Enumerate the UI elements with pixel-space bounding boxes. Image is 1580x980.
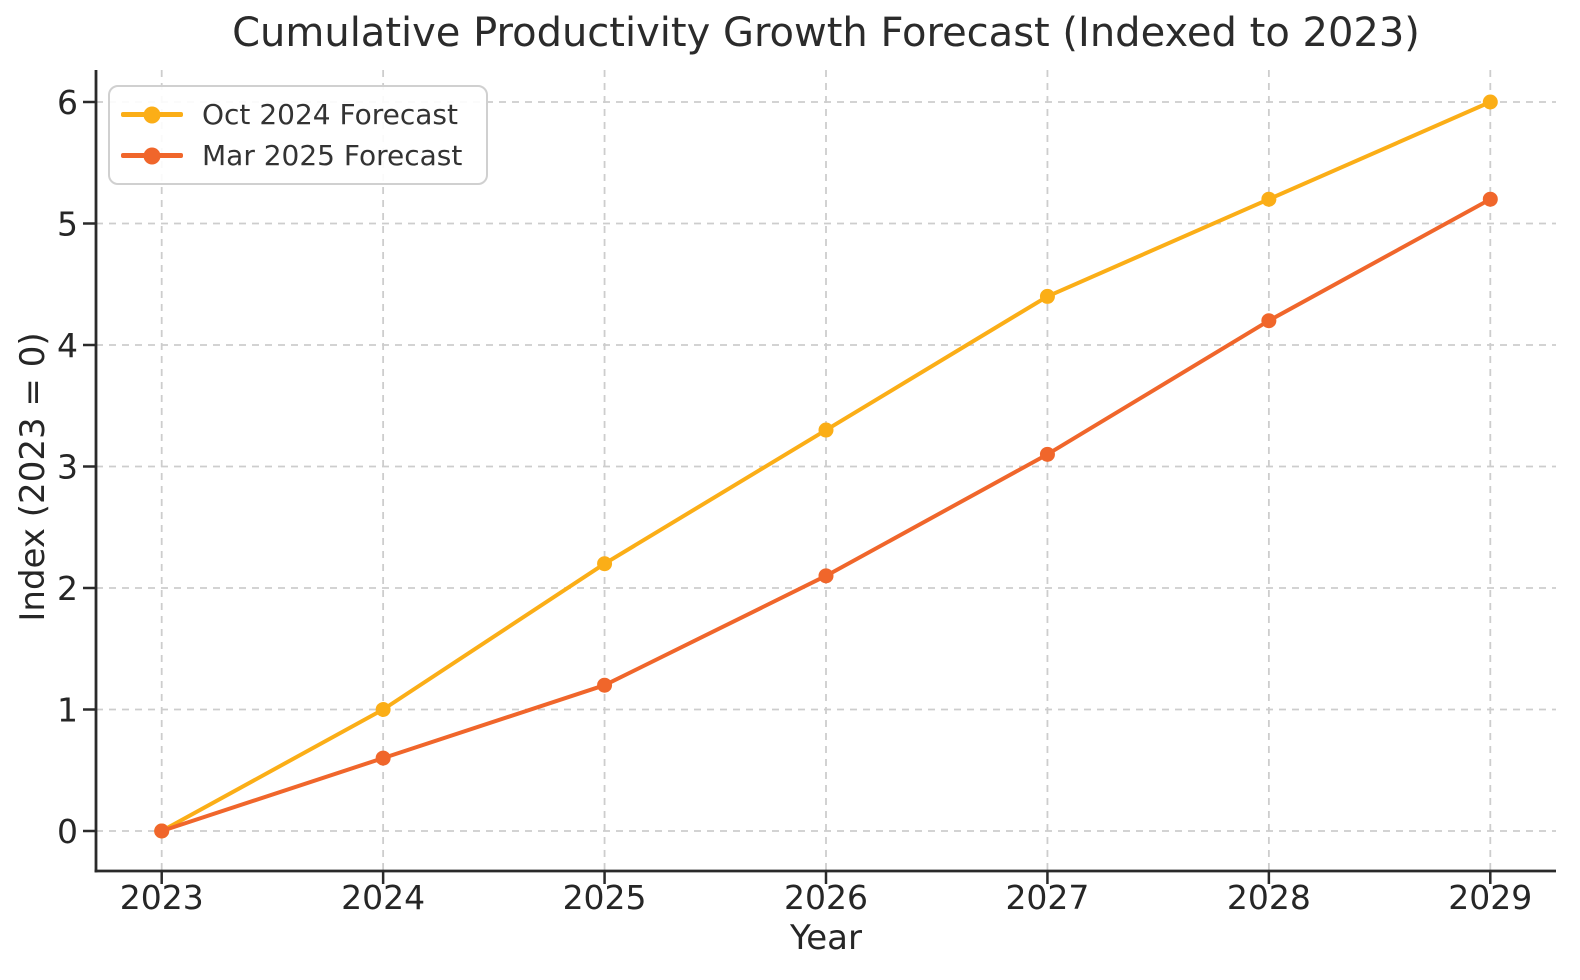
y-tick-label: 6 <box>57 83 78 122</box>
data-point <box>375 702 391 717</box>
x-tick-label: 2028 <box>1227 878 1311 917</box>
data-point <box>154 823 170 839</box>
x-axis-label: Year <box>790 918 862 958</box>
x-tick-label: 2026 <box>784 878 868 917</box>
y-tick-label: 5 <box>57 205 78 244</box>
x-tick-label: 2027 <box>1005 878 1089 917</box>
legend-marker-icon <box>143 147 161 164</box>
legend: Oct 2024 Forecast Mar 2025 Forecast <box>108 85 489 185</box>
data-point <box>818 568 834 584</box>
y-axis-label: Index (2023 = 0) <box>13 332 53 622</box>
chart-title: Cumulative Productivity Growth Forecast … <box>232 10 1420 56</box>
legend-label: Mar 2025 Forecast <box>202 139 463 172</box>
y-tick-label: 3 <box>57 448 78 487</box>
data-point <box>818 422 834 438</box>
data-point <box>1261 191 1277 207</box>
legend-item-oct-2024: Oct 2024 Forecast <box>121 98 462 131</box>
data-point <box>1261 313 1277 329</box>
x-tick-label: 2023 <box>120 878 204 917</box>
y-tick-label: 0 <box>57 812 78 851</box>
legend-line-sample-mar-2025 <box>121 147 183 164</box>
data-point <box>1039 446 1055 462</box>
legend-item-mar-2025: Mar 2025 Forecast <box>121 139 462 172</box>
x-tick-label: 2025 <box>563 878 647 917</box>
y-tick-label: 2 <box>57 569 78 608</box>
data-point <box>1482 94 1498 110</box>
y-tick-label: 1 <box>57 691 78 730</box>
data-point <box>375 750 391 766</box>
y-tick-label: 4 <box>57 326 78 365</box>
legend-marker-icon <box>143 106 161 123</box>
legend-label: Oct 2024 Forecast <box>202 98 458 131</box>
data-point <box>597 677 613 693</box>
data-point <box>597 556 613 572</box>
data-point <box>1482 191 1498 207</box>
x-tick-label: 2024 <box>341 878 425 917</box>
x-tick-label: 2029 <box>1448 878 1532 917</box>
data-point <box>1039 288 1055 304</box>
legend-line-sample-oct-2024 <box>121 106 183 123</box>
